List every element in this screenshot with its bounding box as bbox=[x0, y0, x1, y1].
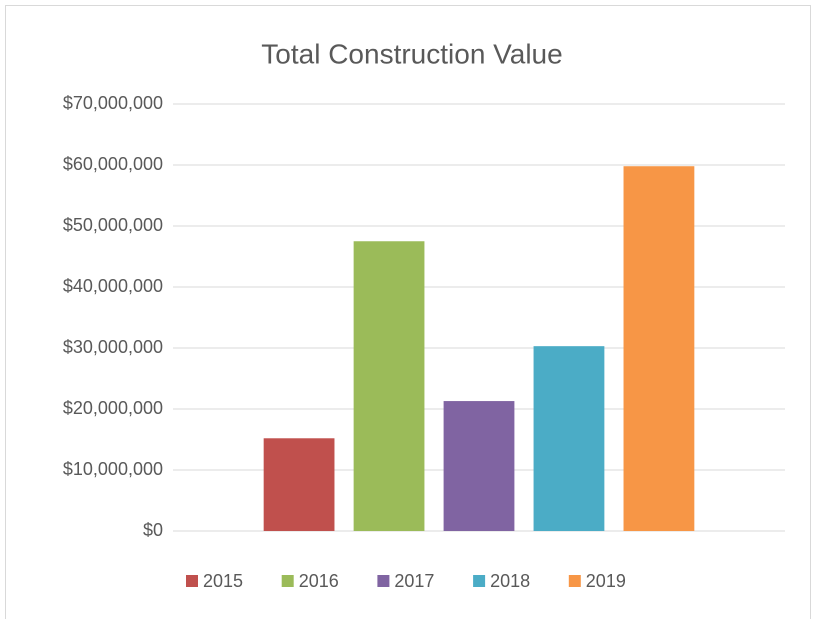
bar bbox=[443, 401, 515, 531]
y-tick-label: $10,000,000 bbox=[63, 459, 163, 479]
legend-swatch bbox=[473, 575, 486, 587]
bar bbox=[533, 346, 605, 531]
y-tick-label: $30,000,000 bbox=[63, 337, 163, 357]
bar bbox=[623, 166, 695, 531]
bar bbox=[263, 438, 335, 531]
legend-swatch bbox=[568, 575, 581, 587]
y-tick-label: $0 bbox=[143, 520, 163, 540]
legend-label: 2019 bbox=[586, 571, 626, 591]
legend-label: 2015 bbox=[203, 571, 243, 591]
y-tick-label: $70,000,000 bbox=[63, 93, 163, 113]
bar bbox=[353, 241, 425, 531]
legend-label: 2018 bbox=[490, 571, 530, 591]
y-tick-label: $40,000,000 bbox=[63, 276, 163, 296]
legend-label: 2016 bbox=[299, 571, 339, 591]
y-tick-label: $60,000,000 bbox=[63, 154, 163, 174]
y-tick-label: $20,000,000 bbox=[63, 398, 163, 418]
legend-label: 2017 bbox=[394, 571, 434, 591]
legend-swatch bbox=[281, 575, 294, 587]
y-tick-label: $50,000,000 bbox=[63, 215, 163, 235]
legend-swatch bbox=[377, 575, 390, 587]
legend-swatch bbox=[186, 575, 198, 587]
chart-title: Total Construction Value bbox=[261, 38, 562, 69]
